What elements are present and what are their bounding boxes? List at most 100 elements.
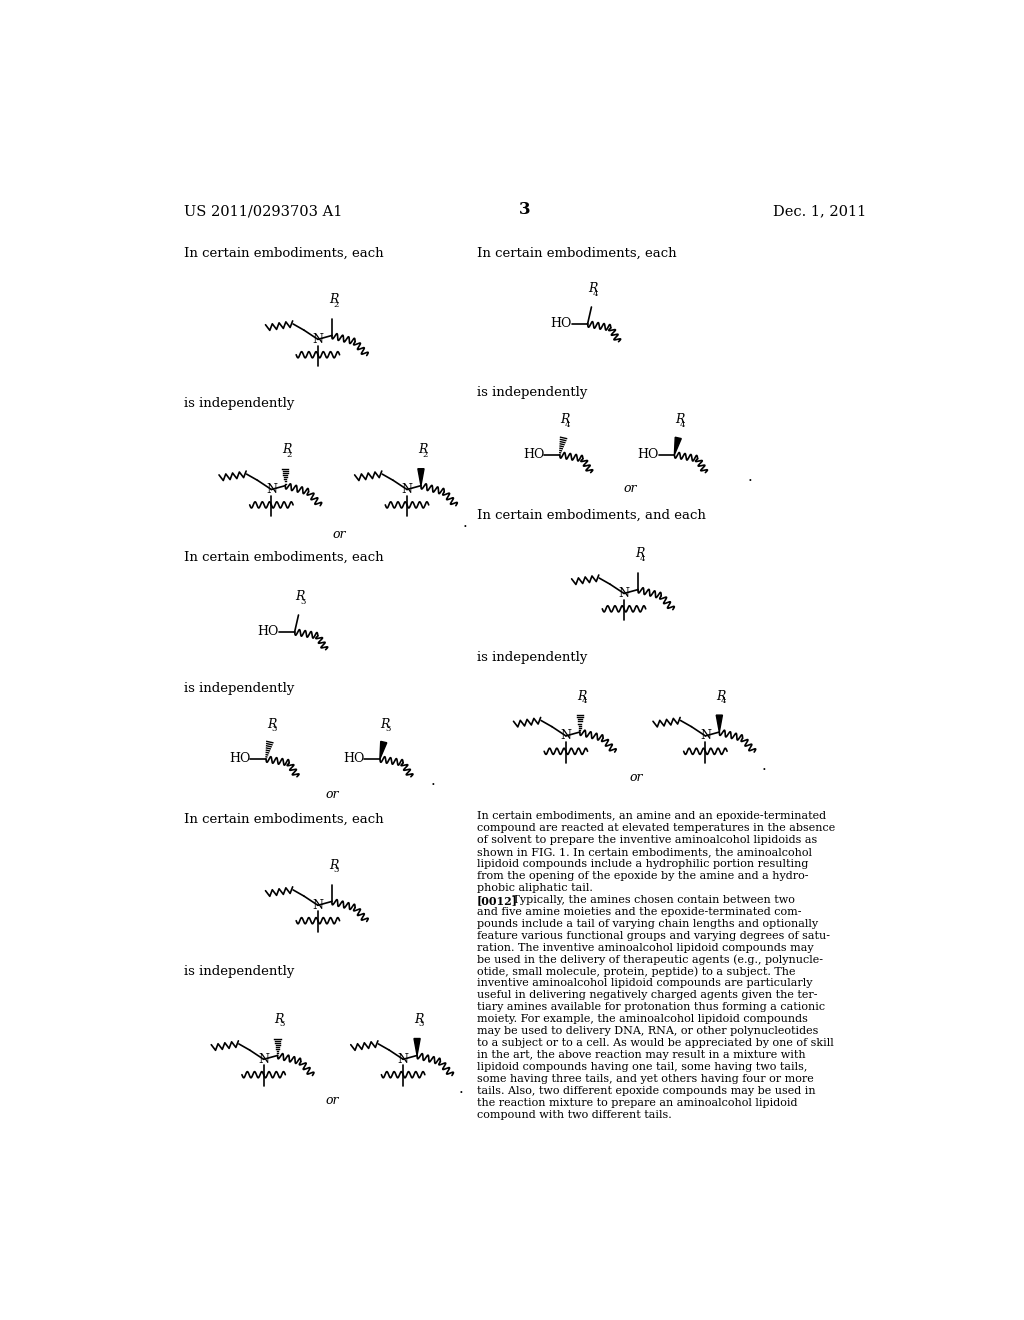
Text: is independently: is independently [183,682,294,696]
Text: R: R [577,690,586,702]
Text: R: R [283,444,292,457]
Text: to a subject or to a cell. As would be appreciated by one of skill: to a subject or to a cell. As would be a… [477,1038,834,1048]
Text: In certain embodiments, each: In certain embodiments, each [477,247,677,260]
Text: R: R [329,293,338,306]
Text: HO: HO [551,317,572,330]
Text: some having three tails, and yet others having four or more: some having three tails, and yet others … [477,1074,813,1084]
Text: N: N [258,1053,269,1065]
Text: is independently: is independently [183,397,294,411]
Text: .: . [748,470,753,484]
Text: R: R [295,590,305,603]
Text: is independently: is independently [477,385,587,399]
Text: HO: HO [343,752,365,766]
Text: N: N [266,483,276,496]
Text: N: N [699,730,711,742]
Text: R: R [381,718,390,730]
Text: In certain embodiments, an amine and an epoxide-terminated: In certain embodiments, an amine and an … [477,812,826,821]
Text: .: . [762,759,767,774]
Text: or: or [325,1094,339,1107]
Text: N: N [401,483,413,496]
Text: 3: 3 [300,598,305,606]
Text: R: R [329,859,338,873]
Text: 3: 3 [385,725,391,733]
Text: 2: 2 [334,301,339,309]
Text: R: R [675,413,684,426]
Text: HO: HO [258,626,280,639]
Text: 2: 2 [287,450,292,459]
Text: compound with two different tails.: compound with two different tails. [477,1110,672,1119]
Text: 3: 3 [334,866,339,874]
Text: 3: 3 [419,1020,424,1028]
Text: [0012]: [0012] [477,895,518,906]
Text: R: R [635,548,644,560]
Text: .: . [463,516,468,531]
Text: 4: 4 [593,290,598,298]
Polygon shape [675,437,681,455]
Text: 2: 2 [423,450,428,459]
Text: .: . [459,1082,464,1097]
Text: R: R [418,444,427,457]
Text: or: or [332,528,345,541]
Text: otide, small molecule, protein, peptide) to a subject. The: otide, small molecule, protein, peptide)… [477,966,796,977]
Text: R: R [589,282,598,296]
Text: feature various functional groups and varying degrees of satu-: feature various functional groups and va… [477,931,829,941]
Text: ration. The inventive aminoalcohol lipidoid compounds may: ration. The inventive aminoalcohol lipid… [477,942,813,953]
Text: N: N [618,587,630,601]
Text: shown in FIG. 1. In certain embodiments, the aminoalcohol: shown in FIG. 1. In certain embodiments,… [477,847,812,857]
Text: In certain embodiments, each: In certain embodiments, each [183,552,383,564]
Text: lipidoid compounds having one tail, some having two tails,: lipidoid compounds having one tail, some… [477,1063,807,1072]
Text: 3: 3 [519,201,530,218]
Text: N: N [312,333,324,346]
Text: in the art, the above reaction may result in a mixture with: in the art, the above reaction may resul… [477,1051,805,1060]
Text: HO: HO [523,449,544,462]
Text: or: or [325,788,339,801]
Text: tiary amines available for protonation thus forming a cationic: tiary amines available for protonation t… [477,1002,825,1012]
Text: pounds include a tail of varying chain lengths and optionally: pounds include a tail of varying chain l… [477,919,818,929]
Polygon shape [414,1039,420,1056]
Text: of solvent to prepare the inventive aminoalcohol lipidoids as: of solvent to prepare the inventive amin… [477,836,817,845]
Text: and five amine moieties and the epoxide-terminated com-: and five amine moieties and the epoxide-… [477,907,801,917]
Text: N: N [560,730,571,742]
Text: In certain embodiments, each: In certain embodiments, each [183,813,383,826]
Text: 4: 4 [721,697,726,705]
Text: HO: HO [638,449,658,462]
Text: 3: 3 [280,1020,285,1028]
Text: compound are reacted at elevated temperatures in the absence: compound are reacted at elevated tempera… [477,824,835,833]
Text: R: R [716,690,726,702]
Text: useful in delivering negatively charged agents given the ter-: useful in delivering negatively charged … [477,990,817,1001]
Text: US 2011/0293703 A1: US 2011/0293703 A1 [183,205,342,219]
Text: may be used to delivery DNA, RNA, or other polynucleotides: may be used to delivery DNA, RNA, or oth… [477,1026,818,1036]
Polygon shape [716,715,722,733]
Text: N: N [312,899,324,912]
Text: In certain embodiments, and each: In certain embodiments, and each [477,508,706,521]
Text: be used in the delivery of therapeutic agents (e.g., polynucle-: be used in the delivery of therapeutic a… [477,954,822,965]
Text: In certain embodiments, each: In certain embodiments, each [183,247,383,260]
Text: or: or [630,771,643,784]
Text: the reaction mixture to prepare an aminoalcohol lipidoid: the reaction mixture to prepare an amino… [477,1098,798,1107]
Text: tails. Also, two different epoxide compounds may be used in: tails. Also, two different epoxide compo… [477,1086,815,1096]
Text: or: or [624,482,637,495]
Text: R: R [266,718,276,730]
Text: inventive aminoalcohol lipidoid compounds are particularly: inventive aminoalcohol lipidoid compound… [477,978,812,989]
Text: is independently: is independently [477,651,587,664]
Polygon shape [380,742,387,759]
Text: Typically, the amines chosen contain between two: Typically, the amines chosen contain bet… [503,895,796,906]
Text: 4: 4 [640,554,645,562]
Text: .: . [430,775,435,788]
Text: HO: HO [229,752,251,766]
Text: from the opening of the epoxide by the amine and a hydro-: from the opening of the epoxide by the a… [477,871,808,880]
Text: R: R [274,1014,284,1026]
Text: phobic aliphatic tail.: phobic aliphatic tail. [477,883,593,892]
Text: R: R [414,1014,423,1026]
Polygon shape [418,469,424,486]
Text: 4: 4 [565,421,570,429]
Text: 4: 4 [582,697,587,705]
Text: 3: 3 [271,725,276,733]
Text: R: R [560,413,569,426]
Text: 4: 4 [680,421,685,429]
Text: moiety. For example, the aminoalcohol lipidoid compounds: moiety. For example, the aminoalcohol li… [477,1014,808,1024]
Text: N: N [397,1053,409,1065]
Text: lipidoid compounds include a hydrophilic portion resulting: lipidoid compounds include a hydrophilic… [477,859,808,869]
Text: Dec. 1, 2011: Dec. 1, 2011 [772,205,866,219]
Text: is independently: is independently [183,965,294,978]
